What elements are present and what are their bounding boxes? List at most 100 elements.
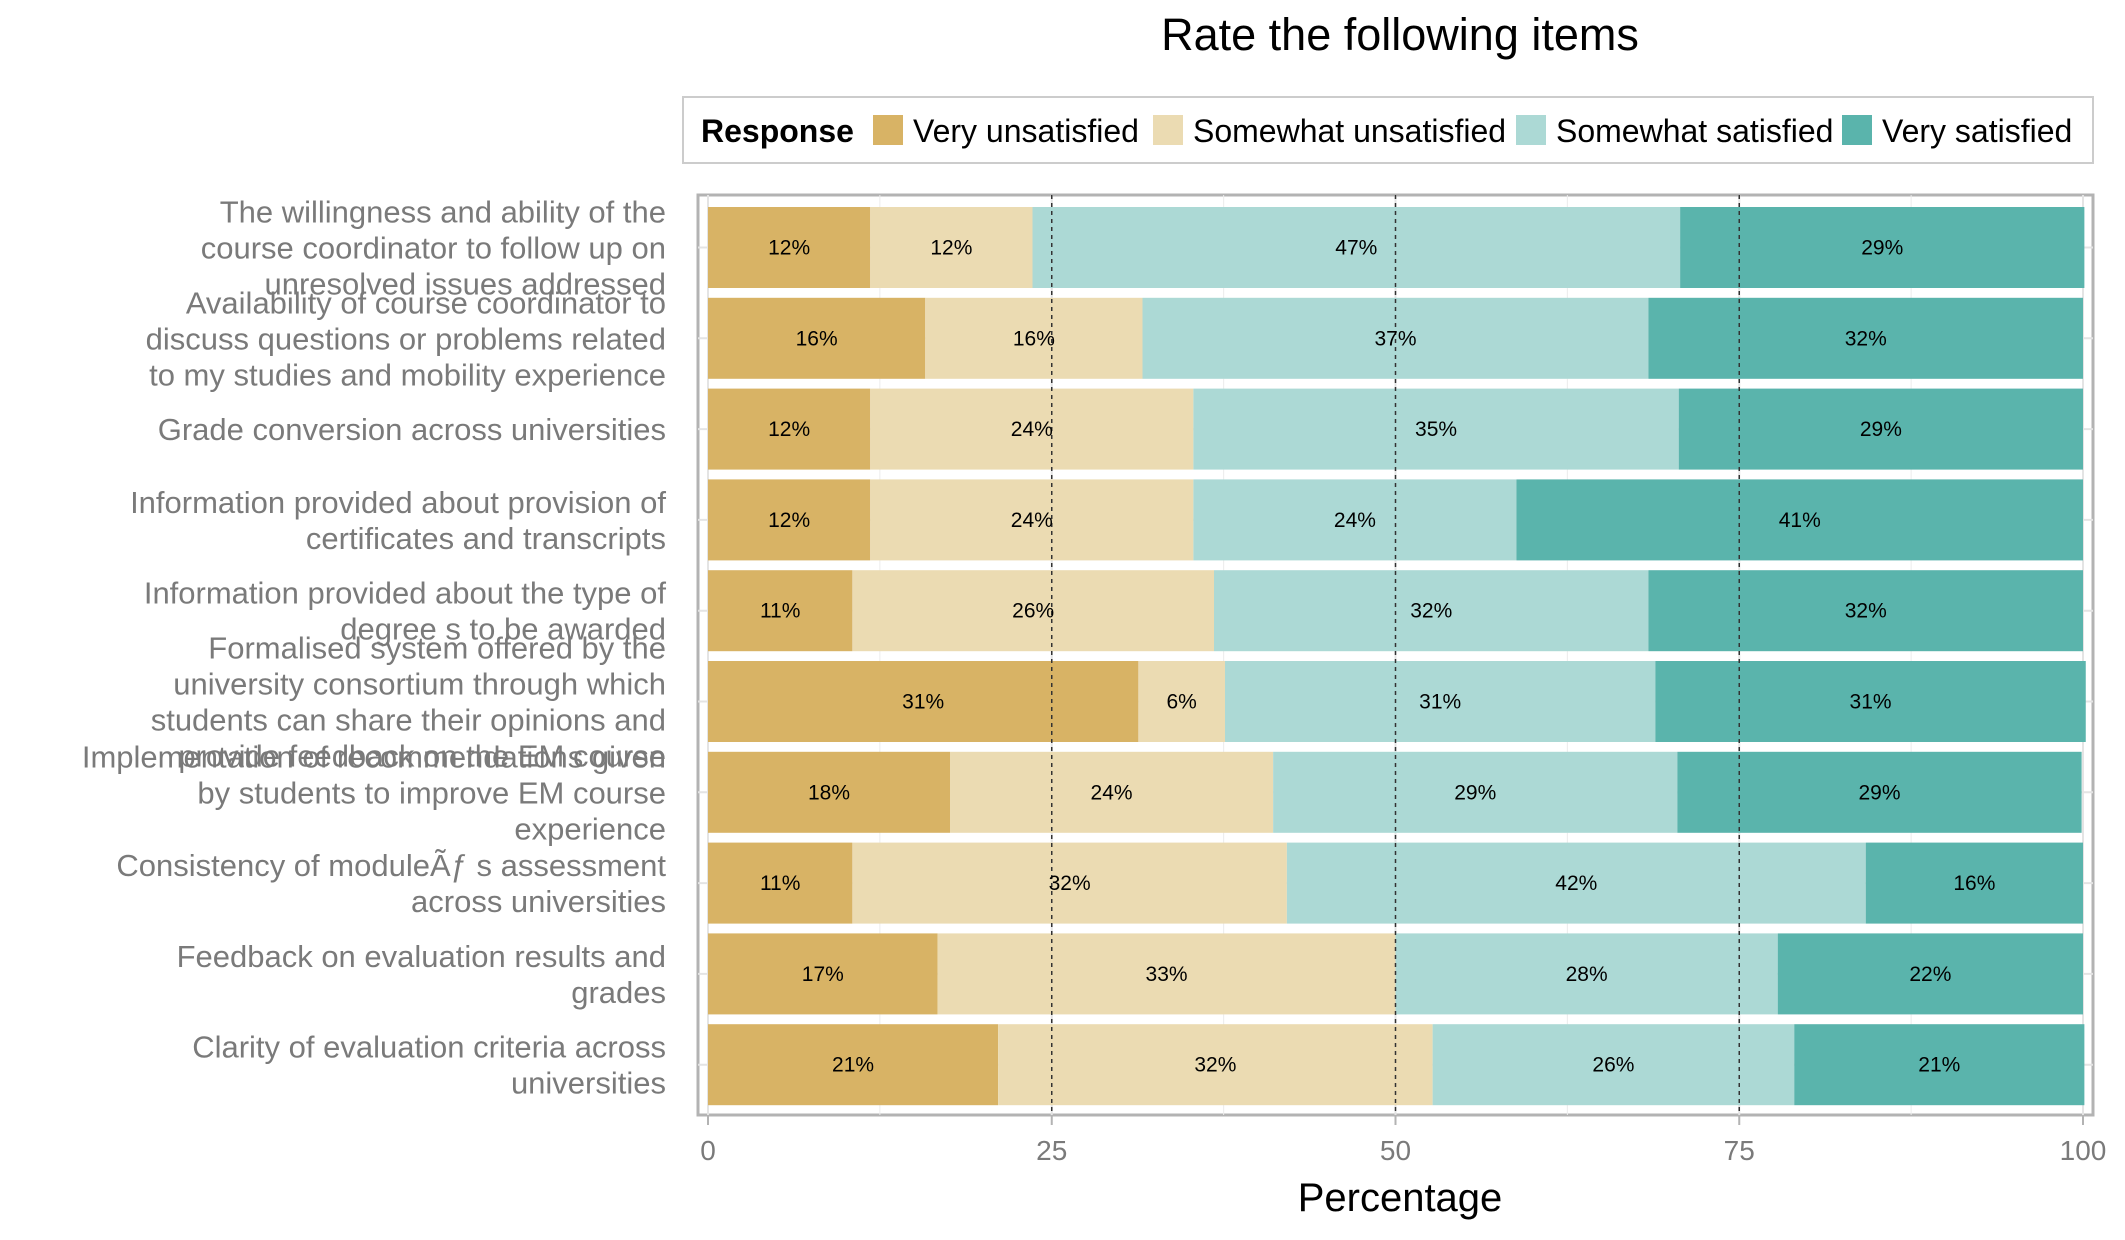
data-label: 32% [1845,327,1887,350]
legend-key-somewhat-unsatisfied [1153,115,1183,145]
category-label: Consistency of moduleÃƒ s assessment acro… [116,848,666,919]
data-label: 29% [1858,781,1900,804]
data-label: 28% [1566,963,1608,986]
bar-segment-1-somewhat-satisfied [1032,207,1681,288]
bar-segment-6-very-satisfied [1655,661,2086,742]
x-axis-title: Percentage [1298,1176,1503,1220]
data-label: 29% [1454,781,1496,804]
bar-segment-3-very-satisfied [1678,388,2083,470]
data-label: 16% [796,327,838,350]
data-label: 35% [1415,418,1457,441]
x-tick-label: 25 [1036,1135,1067,1166]
data-label: 29% [1860,418,1902,441]
bar-segment-8-very-satisfied [1865,842,2083,924]
bar-segment-5-somewhat-unsatisfied [852,570,1214,652]
legend-label: Very satisfied [1882,113,2072,149]
bar-segment-9-somewhat-satisfied [1395,933,1778,1015]
data-label: 31% [902,691,944,714]
reference-lines [1051,195,1740,1115]
x-tick-label: 75 [1724,1135,1755,1166]
bar-segment-7-somewhat-unsatisfied [950,751,1274,833]
data-label: 31% [1419,691,1461,714]
data-label: 6% [1167,691,1197,714]
x-axis-ticks: 0 25 50 75 100 [700,1115,2106,1166]
data-labels-layer: 12% 12% 47% 29% 16% 16% 37% 32% 12% 24% 35% 29% 12% 2… [760,237,1995,1077]
legend: Response Very unsatisfied Somewhat unsatis… [682,96,2094,164]
data-label: 47% [1335,237,1377,260]
data-label: 12% [768,509,810,532]
bar-segment-7-somewhat-satisfied [1273,751,1678,833]
data-label: 18% [808,781,850,804]
legend-title: Response [701,113,854,149]
data-label: 32% [1194,1054,1236,1077]
data-label: 24% [1011,418,1053,441]
bar-segment-7-very-unsatisfied [708,751,950,833]
category-label: Grade conversion across universities [158,412,666,447]
category-label: Implementation of recommendations given b… [82,739,666,846]
legend-key-somewhat-satisfied [1516,115,1546,145]
legend-label: Somewhat satisfied [1556,113,1833,149]
bar-segment-3-very-unsatisfied [708,388,871,470]
bar-segment-1-somewhat-unsatisfied [870,207,1033,288]
data-label: 11% [760,872,800,895]
bar-segment-9-very-unsatisfied [708,933,938,1015]
data-label: 24% [1091,781,1133,804]
bar-segment-4-very-satisfied [1516,479,2083,561]
category-label: Availability of course coordinator to dis… [146,285,666,392]
category-label: Information provided about provision of c… [130,485,666,556]
bar-segment-6-somewhat-satisfied [1225,661,1656,742]
bar-segment-9-very-satisfied [1777,933,2083,1015]
bar-segment-3-somewhat-satisfied [1193,388,1679,470]
bar-segment-8-somewhat-unsatisfied [852,842,1287,924]
data-label: 26% [1592,1054,1634,1077]
bar-segment-6-very-unsatisfied [708,661,1139,742]
data-label: 22% [1909,963,1951,986]
legend-key-very-unsatisfied [873,115,903,145]
data-label: 24% [1334,509,1376,532]
data-label: 42% [1555,872,1597,895]
x-tick-label: 100 [2060,1135,2107,1166]
bar-segment-5-somewhat-satisfied [1214,570,1649,652]
bars-layer [708,207,2086,1106]
bar-segment-2-very-satisfied [1648,297,2083,379]
category-label: The willingness and ability of the course… [201,195,666,302]
category-labels: The willingness and ability of the course… [82,195,667,1101]
bar-segment-2-somewhat-unsatisfied [925,297,1143,379]
data-label: 37% [1374,327,1416,350]
bar-segment-10-very-satisfied [1794,1024,2085,1106]
data-label: 24% [1011,509,1053,532]
bar-segment-2-very-unsatisfied [708,297,926,379]
bar-segment-4-very-unsatisfied [708,479,871,561]
bar-segment-1-very-unsatisfied [708,207,871,288]
chart-title: Rate the following items [1161,9,1639,60]
bar-segment-8-somewhat-satisfied [1286,842,1866,924]
data-label: 41% [1779,509,1821,532]
data-label: 17% [802,963,844,986]
data-label: 16% [1013,327,1055,350]
legend-label: Somewhat unsatisfied [1193,113,1506,149]
bar-segment-10-very-unsatisfied [708,1024,999,1106]
bar-segment-1-very-satisfied [1680,207,2085,288]
data-label: 32% [1845,600,1887,623]
data-label: 16% [1953,872,1995,895]
bar-segment-4-somewhat-unsatisfied [870,479,1194,561]
data-label: 12% [930,237,972,260]
data-label: 12% [768,418,810,441]
x-tick-label: 0 [700,1135,716,1166]
bar-segment-3-somewhat-unsatisfied [870,388,1194,470]
data-label: 21% [832,1054,874,1077]
legend-key-very-satisfied [1842,115,1872,145]
data-label: 26% [1012,600,1054,623]
bar-segment-9-somewhat-unsatisfied [937,933,1396,1015]
data-label: 11% [760,600,800,623]
category-label: Formalised system offered by the universi… [151,631,666,774]
category-label: Feedback on evaluation results and grades [177,939,666,1010]
data-label: 31% [1850,691,1892,714]
data-label: 21% [1918,1054,1960,1077]
bar-segment-8-very-unsatisfied [708,842,853,924]
data-label: 33% [1146,963,1188,986]
bar-segment-7-very-satisfied [1677,751,2082,833]
data-label: 29% [1861,237,1903,260]
